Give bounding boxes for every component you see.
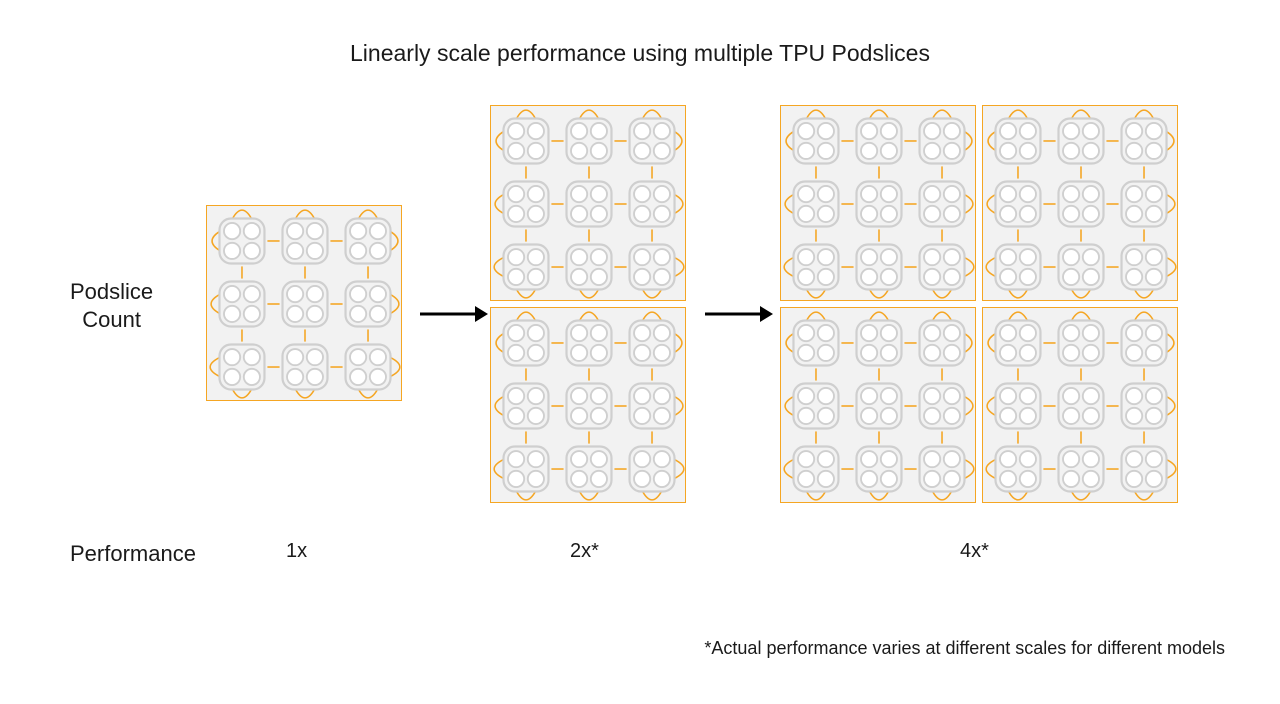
podslice-group-g1 [206, 205, 402, 401]
podslice [982, 307, 1178, 503]
podslice [780, 307, 976, 503]
podslice-group-g4 [780, 105, 1178, 503]
podslice [490, 307, 686, 503]
row-label-performance: Performance [70, 540, 196, 568]
arrow-right-icon [705, 296, 774, 337]
page-title: Linearly scale performance using multipl… [0, 0, 1280, 67]
performance-value: 1x [286, 540, 307, 563]
footnote: *Actual performance varies at different … [704, 638, 1225, 659]
podslice [982, 105, 1178, 301]
podslice [490, 105, 686, 301]
row-label-podslice-count: PodsliceCount [70, 278, 153, 333]
performance-value: 2x* [570, 540, 599, 563]
podslice [206, 205, 402, 401]
podslice [780, 105, 976, 301]
performance-value: 4x* [960, 540, 989, 563]
arrow-right-icon [420, 296, 489, 337]
podslice-group-g2 [490, 105, 686, 503]
